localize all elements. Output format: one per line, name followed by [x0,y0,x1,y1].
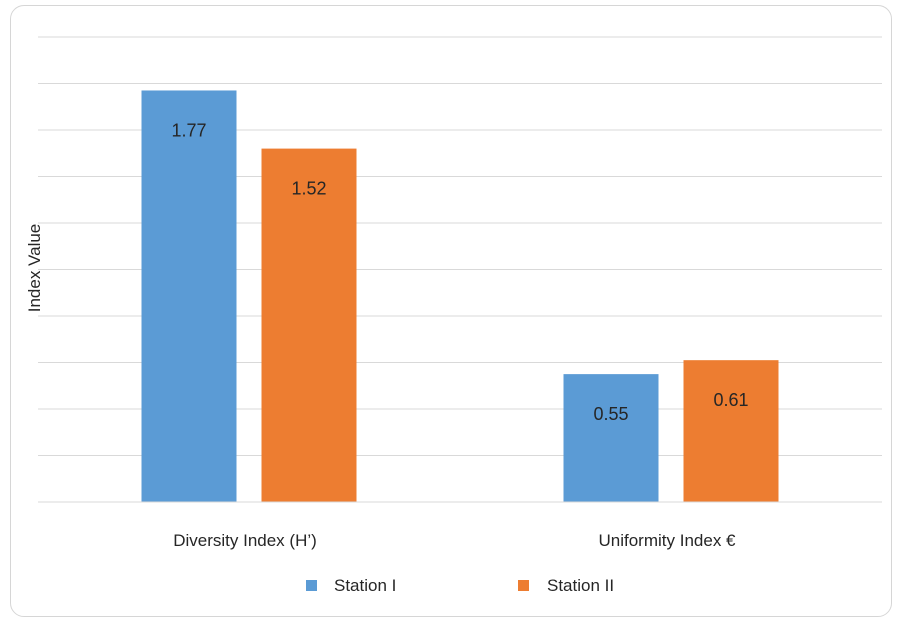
y-axis-title: Index Value [25,224,44,313]
bar-2-2 [683,360,779,502]
data-label: 1.77 [171,120,206,140]
bar-1-1 [141,90,237,502]
category-label: Uniformity Index € [599,531,737,550]
data-label: 0.55 [593,404,628,424]
data-label: 1.52 [291,179,326,199]
data-labels: 1.77 1.52 0.55 0.61 [171,120,748,424]
legend-label: Station II [547,576,614,595]
bars [141,90,779,502]
category-labels: Diversity Index (H’) Uniformity Index € [173,531,736,550]
legend-label: Station I [334,576,396,595]
legend-swatch [518,580,529,591]
legend-swatch [306,580,317,591]
bar-2-1 [261,148,357,502]
data-label: 0.61 [713,390,748,410]
bar-1-2 [563,374,659,502]
category-label: Diversity Index (H’) [173,531,317,550]
legend: Station I Station II [306,576,614,595]
